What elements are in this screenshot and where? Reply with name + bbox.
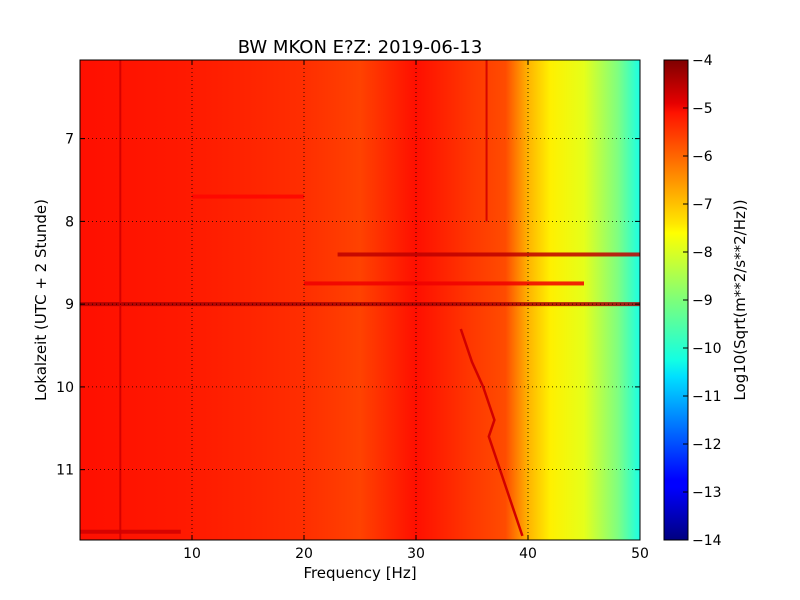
y-tick-label: 7 — [65, 132, 74, 148]
colorbar-tick-label: −12 — [692, 437, 722, 453]
plot-area: 10 20 30 40 50 7 8 9 10 11 — [56, 59, 649, 562]
colorbar-tick-label: −4 — [692, 53, 713, 69]
x-tick-label: 50 — [631, 546, 649, 562]
x-axis-label: Frequency [Hz] — [303, 564, 416, 582]
y-tick-label: 10 — [56, 380, 74, 396]
y-axis-ticks: 7 8 9 10 11 — [56, 132, 640, 479]
horizontal-noise-band — [337, 252, 640, 257]
horizontal-noise-band — [304, 281, 584, 286]
spectrogram-base — [80, 60, 640, 540]
y-tick-label: 8 — [65, 214, 74, 230]
grid-lines — [80, 60, 640, 540]
colorbar-tick-label: −13 — [692, 485, 722, 501]
colorbar-tick-label: −14 — [692, 533, 722, 549]
drifting-tone-line — [459, 328, 524, 537]
colorbar-tick-label: −11 — [692, 389, 722, 405]
x-tick-label: 10 — [183, 546, 201, 562]
y-axis-label: Lokalzeit (UTC + 2 Stunde) — [32, 199, 50, 401]
plot-frame — [79, 59, 641, 541]
colorbar-tick-label: −6 — [692, 149, 713, 165]
colorbar: −4 −5 −6 −7 −8 −9 −10 −11 −12 −13 −14 Log10(Sqrt(m… — [663, 53, 749, 549]
colorbar-tick-label: −10 — [692, 341, 722, 357]
colorbar-tick-label: −5 — [692, 101, 713, 117]
y-tick-label: 9 — [65, 297, 74, 313]
colorbar-tick-label: −9 — [692, 293, 713, 309]
colorbar-tick-label: −7 — [692, 197, 713, 213]
colorbar-ticks: −4 −5 −6 −7 −8 −9 −10 −11 −12 −13 −14 — [683, 53, 722, 549]
vertical-noise-line — [119, 60, 122, 540]
vertical-noise-line — [485, 60, 488, 222]
x-tick-label: 40 — [519, 546, 537, 562]
y-tick-label: 11 — [56, 463, 74, 479]
x-axis-ticks: 10 20 30 40 50 — [183, 60, 649, 562]
x-tick-label: 20 — [295, 546, 313, 562]
horizontal-noise-band — [192, 194, 304, 199]
chart-title: BW MKON E?Z: 2019-06-13 — [238, 37, 483, 58]
x-tick-label: 30 — [407, 546, 425, 562]
horizontal-noise-band — [80, 529, 181, 534]
colorbar-tick-label: −8 — [692, 245, 713, 261]
colorbar-label: Log10(Sqrt(m**2/s**2/Hz)) — [731, 199, 749, 400]
